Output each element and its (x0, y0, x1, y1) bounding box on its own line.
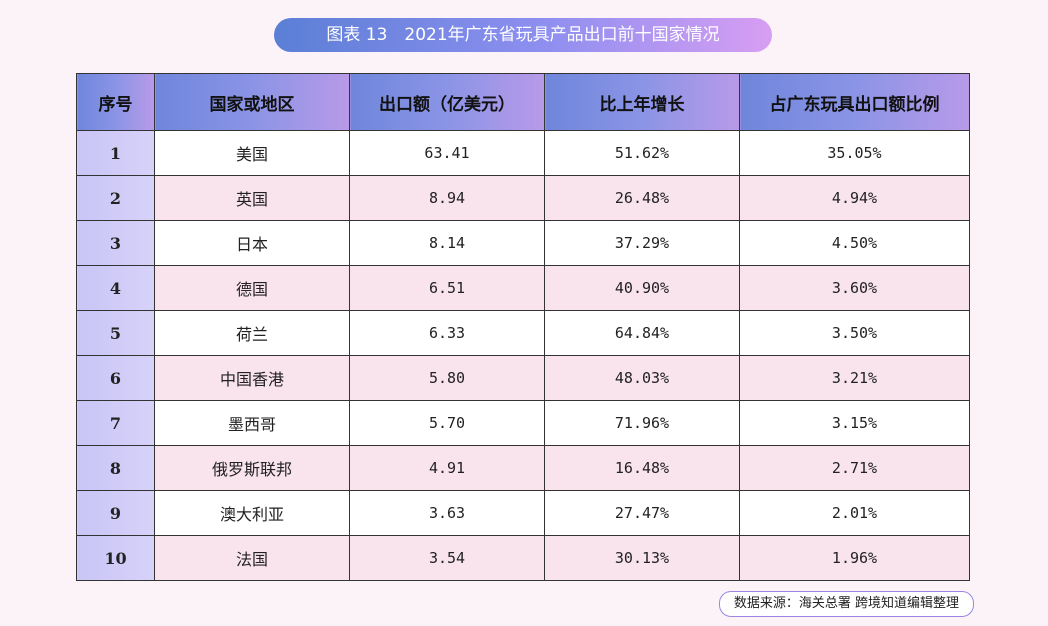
row-index: 7 (76, 400, 155, 446)
table-header-row: 序号 国家或地区 出口额（亿美元） 比上年增长 占广东玩具出口额比例 (76, 73, 970, 131)
growth-cell: 30.13% (544, 535, 740, 581)
table-row: 7 墨西哥 5.70 71.96% 3.15% (76, 400, 970, 446)
share-cell: 4.94% (739, 175, 970, 221)
row-index: 1 (76, 130, 155, 176)
header-share: 占广东玩具出口额比例 (739, 73, 970, 131)
header-export-value: 出口额（亿美元） (349, 73, 545, 131)
country-cell: 英国 (154, 175, 350, 221)
table-row: 2 英国 8.94 26.48% 4.94% (76, 175, 970, 221)
table-row: 8 俄罗斯联邦 4.91 16.48% 2.71% (76, 445, 970, 491)
export-value-cell: 6.33 (349, 310, 545, 356)
export-value-cell: 4.91 (349, 445, 545, 491)
table-row: 10 法国 3.54 30.13% 1.96% (76, 535, 970, 581)
table-row: 6 中国香港 5.80 48.03% 3.21% (76, 355, 970, 401)
country-cell: 澳大利亚 (154, 490, 350, 536)
share-cell: 2.71% (739, 445, 970, 491)
growth-cell: 27.47% (544, 490, 740, 536)
table-row: 9 澳大利亚 3.63 27.47% 2.01% (76, 490, 970, 536)
table-row: 5 荷兰 6.33 64.84% 3.50% (76, 310, 970, 356)
share-cell: 35.05% (739, 130, 970, 176)
country-cell: 德国 (154, 265, 350, 311)
export-value-cell: 6.51 (349, 265, 545, 311)
country-cell: 日本 (154, 220, 350, 266)
share-cell: 1.96% (739, 535, 970, 581)
table-row: 4 德国 6.51 40.90% 3.60% (76, 265, 970, 311)
header-country: 国家或地区 (154, 73, 350, 131)
row-index: 2 (76, 175, 155, 221)
row-index: 10 (76, 535, 155, 581)
share-cell: 3.15% (739, 400, 970, 446)
growth-cell: 37.29% (544, 220, 740, 266)
country-cell: 俄罗斯联邦 (154, 445, 350, 491)
country-cell: 荷兰 (154, 310, 350, 356)
row-index: 5 (76, 310, 155, 356)
export-value-cell: 3.54 (349, 535, 545, 581)
row-index: 6 (76, 355, 155, 401)
header-index: 序号 (76, 73, 155, 131)
share-cell: 3.21% (739, 355, 970, 401)
share-cell: 4.50% (739, 220, 970, 266)
export-value-cell: 8.14 (349, 220, 545, 266)
export-value-cell: 63.41 (349, 130, 545, 176)
row-index: 4 (76, 265, 155, 311)
country-cell: 中国香港 (154, 355, 350, 401)
table-row: 3 日本 8.14 37.29% 4.50% (76, 220, 970, 266)
country-cell: 法国 (154, 535, 350, 581)
growth-cell: 26.48% (544, 175, 740, 221)
source-note: 数据来源：海关总署 跨境知道编辑整理 (718, 591, 974, 617)
export-table: 序号 国家或地区 出口额（亿美元） 比上年增长 占广东玩具出口额比例 1 美国 … (76, 73, 970, 581)
growth-cell: 40.90% (544, 265, 740, 311)
growth-cell: 71.96% (544, 400, 740, 446)
growth-cell: 64.84% (544, 310, 740, 356)
growth-cell: 48.03% (544, 355, 740, 401)
growth-cell: 16.48% (544, 445, 740, 491)
row-index: 9 (76, 490, 155, 536)
table-title: 图表 13 2021年广东省玩具产品出口前十国家情况 (274, 18, 772, 52)
share-cell: 3.50% (739, 310, 970, 356)
row-index: 8 (76, 445, 155, 491)
export-value-cell: 8.94 (349, 175, 545, 221)
country-cell: 美国 (154, 130, 350, 176)
growth-cell: 51.62% (544, 130, 740, 176)
country-cell: 墨西哥 (154, 400, 350, 446)
share-cell: 2.01% (739, 490, 970, 536)
share-cell: 3.60% (739, 265, 970, 311)
export-value-cell: 5.80 (349, 355, 545, 401)
row-index: 3 (76, 220, 155, 266)
table-row: 1 美国 63.41 51.62% 35.05% (76, 130, 970, 176)
export-value-cell: 5.70 (349, 400, 545, 446)
export-value-cell: 3.63 (349, 490, 545, 536)
header-growth: 比上年增长 (544, 73, 740, 131)
